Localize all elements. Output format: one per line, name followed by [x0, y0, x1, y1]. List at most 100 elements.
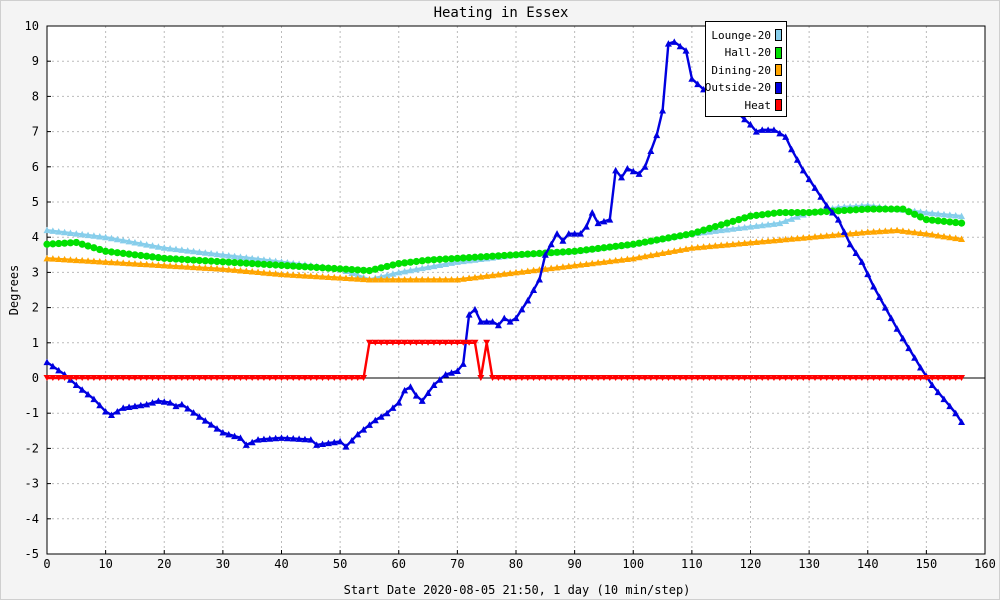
point-dining-20 [213, 265, 221, 272]
point-hall-20 [283, 262, 291, 270]
point-heat [102, 375, 110, 381]
point-heat [758, 375, 766, 381]
point-hall-20 [277, 261, 286, 269]
point-lounge-20 [231, 252, 239, 260]
point-heat [172, 375, 180, 381]
point-outside-20 [612, 166, 620, 174]
point-dining-20 [219, 265, 227, 272]
point-outside-20 [236, 434, 244, 441]
point-outside-20 [518, 305, 526, 313]
point-hall-20 [166, 255, 174, 263]
point-dining-20 [190, 263, 198, 271]
y-tick-label: -2 [25, 441, 39, 455]
point-heat [729, 375, 737, 381]
point-lounge-20 [149, 242, 157, 249]
point-dining-20 [776, 236, 784, 243]
point-outside-20 [418, 397, 426, 404]
legend-swatch [775, 81, 782, 94]
point-heat [254, 375, 262, 381]
point-hall-20 [934, 217, 942, 225]
point-dining-20 [641, 252, 649, 260]
point-outside-20 [96, 401, 104, 409]
point-heat [137, 375, 145, 381]
point-dining-20 [90, 257, 98, 265]
point-lounge-20 [770, 220, 778, 227]
point-heat [547, 375, 555, 381]
point-dining-20 [723, 241, 731, 248]
point-hall-20 [846, 206, 854, 214]
point-dining-20 [530, 266, 538, 274]
legend-label: Lounge-20 [711, 28, 771, 42]
point-hall-20 [940, 217, 948, 225]
point-dining-20 [823, 232, 831, 239]
x-tick-label: 80 [509, 557, 523, 571]
point-heat [782, 375, 790, 381]
point-hall-20 [137, 251, 145, 260]
point-hall-20 [289, 262, 297, 270]
point-heat [893, 375, 901, 381]
point-dining-20 [107, 258, 115, 266]
point-dining-20 [61, 255, 69, 263]
point-hall-20 [313, 263, 321, 272]
point-heat [840, 375, 848, 381]
y-tick-label: 9 [32, 54, 39, 68]
x-tick-label: 40 [274, 557, 288, 571]
x-tick-label: 70 [450, 557, 464, 571]
point-hall-20 [43, 240, 51, 248]
point-heat [688, 375, 696, 381]
point-outside-20 [758, 126, 766, 133]
point-heat [436, 339, 444, 346]
point-outside-20 [905, 344, 913, 352]
point-dining-20 [571, 261, 579, 269]
point-heat [623, 375, 631, 381]
point-heat [530, 375, 538, 381]
point-heat [571, 375, 579, 381]
point-dining-20 [934, 231, 942, 239]
point-dining-20 [137, 260, 145, 267]
point-outside-20 [694, 80, 702, 88]
point-heat [278, 375, 285, 381]
legend-label: Hall-20 [724, 46, 771, 59]
point-lounge-20 [166, 244, 174, 252]
point-outside-20 [354, 430, 362, 438]
point-dining-20 [319, 273, 327, 280]
point-lounge-20 [735, 224, 743, 232]
point-heat [471, 339, 479, 346]
point-lounge-20 [776, 219, 784, 227]
point-heat [442, 339, 450, 346]
point-outside-20 [78, 386, 86, 393]
point-hall-20 [787, 208, 796, 217]
point-dining-20 [922, 230, 930, 237]
point-dining-20 [764, 237, 772, 244]
point-dining-20 [905, 228, 913, 235]
point-heat [448, 339, 456, 346]
point-outside-20 [131, 402, 139, 410]
point-heat [952, 375, 960, 381]
point-heat [494, 375, 502, 381]
point-outside-20 [172, 402, 180, 410]
point-hall-20 [84, 242, 92, 250]
point-hall-20 [389, 261, 397, 269]
point-heat [747, 375, 754, 381]
point-outside-20 [682, 47, 690, 54]
point-hall-20 [899, 205, 907, 213]
point-lounge-20 [723, 225, 731, 233]
point-dining-20 [911, 228, 919, 236]
point-hall-20 [547, 249, 555, 257]
point-lounge-20 [160, 244, 168, 251]
point-hall-20 [184, 256, 192, 264]
point-heat [518, 375, 526, 381]
point-heat [934, 375, 942, 381]
point-heat [295, 375, 303, 381]
point-heat [365, 339, 373, 346]
point-outside-20 [266, 435, 274, 442]
point-heat [887, 375, 895, 381]
point-outside-20 [278, 434, 285, 441]
point-dining-20 [149, 261, 157, 268]
point-lounge-20 [436, 261, 444, 269]
point-outside-20 [483, 318, 491, 325]
point-heat [817, 375, 825, 381]
point-heat [917, 375, 925, 381]
point-hall-20 [336, 265, 344, 273]
point-outside-20 [571, 230, 579, 237]
